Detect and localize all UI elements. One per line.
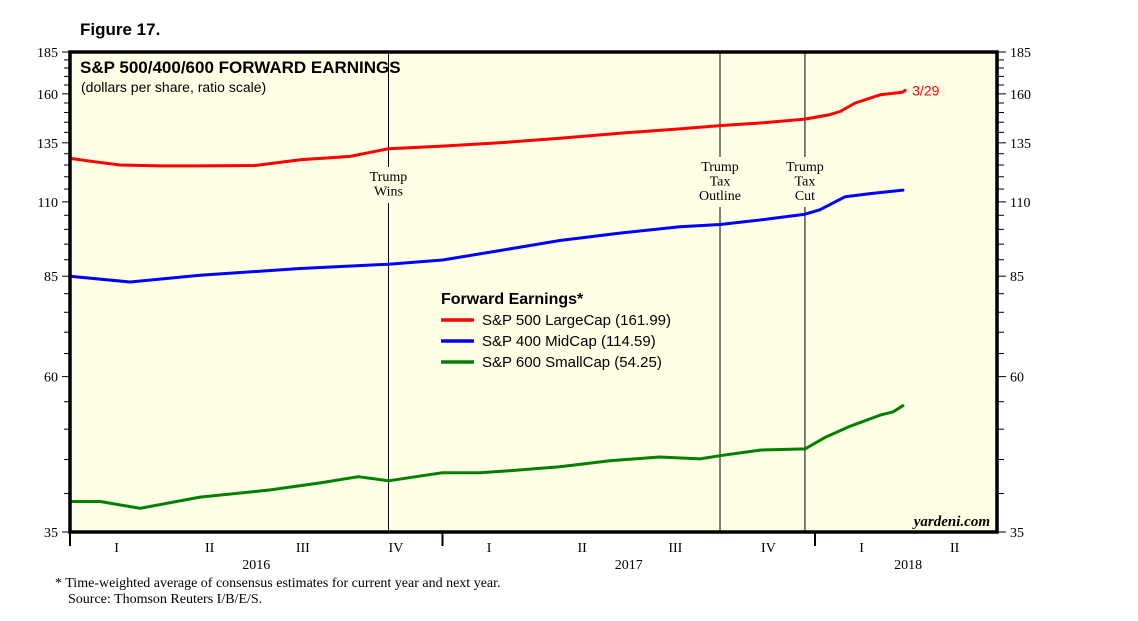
annotation-label: Trump [786, 160, 824, 175]
annotation-label: Outline [699, 189, 741, 204]
series-line-1 [68, 188, 905, 284]
figure-label: Figure 17. [80, 20, 160, 39]
x-year-label: 2016 [242, 558, 270, 573]
x-quarter-label: IV [389, 541, 404, 556]
annotation-label: Trump [701, 160, 739, 175]
annotation-label: Trump [370, 170, 408, 185]
y-tick-label: 185 [37, 46, 58, 61]
chart-title: S&P 500/400/600 FORWARD EARNINGS [80, 58, 401, 77]
y-tick-label: 135 [37, 137, 58, 152]
annotation-label: Wins [374, 185, 403, 200]
x-quarter-label: IV [761, 541, 776, 556]
footnote: * Time-weighted average of consensus est… [55, 576, 501, 591]
chart-subtitle: (dollars per share, ratio scale) [81, 79, 266, 95]
x-quarter-label: II [578, 541, 588, 556]
legend-title: Forward Earnings* [441, 291, 584, 308]
y-tick-label: 35 [44, 526, 58, 541]
y-axis-right: 185 160 135 110 85 60 35 [997, 46, 1031, 541]
plot-area [70, 52, 997, 532]
legend-entry: S&P 600 SmallCap (54.25) [482, 354, 662, 371]
legend-entry: S&P 400 MidCap (114.59) [482, 333, 656, 350]
y-tick-label: 60 [1010, 371, 1024, 386]
y-tick-label: 160 [37, 88, 58, 103]
y-tick-label: 60 [44, 371, 58, 386]
annotation-label: Cut [795, 189, 815, 204]
y-tick-label: 110 [1010, 196, 1030, 211]
y-tick-label: 85 [44, 270, 58, 285]
x-quarter-label: I [487, 541, 492, 556]
series-line-2 [68, 404, 905, 510]
y-axis-left: 185 160 135 110 85 60 35 [37, 46, 70, 541]
annotation-label: Tax [710, 175, 731, 190]
plot-frame [68, 50, 999, 534]
legend: Forward Earnings* S&P 500 LargeCap (161.… [441, 291, 671, 371]
x-quarter-label: II [205, 541, 215, 556]
watermark: yardeni.com [912, 514, 990, 530]
y-tick-label: 110 [38, 196, 58, 211]
legend-entry: S&P 500 LargeCap (161.99) [482, 312, 671, 329]
x-quarter-label: I [114, 541, 119, 556]
source-note: Source: Thomson Reuters I/B/E/S. [68, 592, 262, 607]
series-group: 3/29 [68, 82, 940, 510]
x-quarter-label: I [859, 541, 864, 556]
series-line-0 [68, 88, 907, 168]
x-year-label: 2018 [894, 558, 922, 573]
series-end-label: 3/29 [912, 82, 939, 98]
annotation-lines [387, 52, 806, 532]
y-tick-label: 85 [1010, 270, 1024, 285]
y-tick-label: 35 [1010, 526, 1024, 541]
x-quarter-label: II [950, 541, 960, 556]
x-quarter-label: III [296, 541, 310, 556]
x-year-label: 2017 [615, 558, 643, 573]
y-tick-label: 185 [1010, 46, 1031, 61]
annotation-label: Tax [795, 175, 816, 190]
x-quarter-label: III [668, 541, 682, 556]
y-tick-label: 135 [1010, 137, 1031, 152]
y-tick-label: 160 [1010, 88, 1031, 103]
